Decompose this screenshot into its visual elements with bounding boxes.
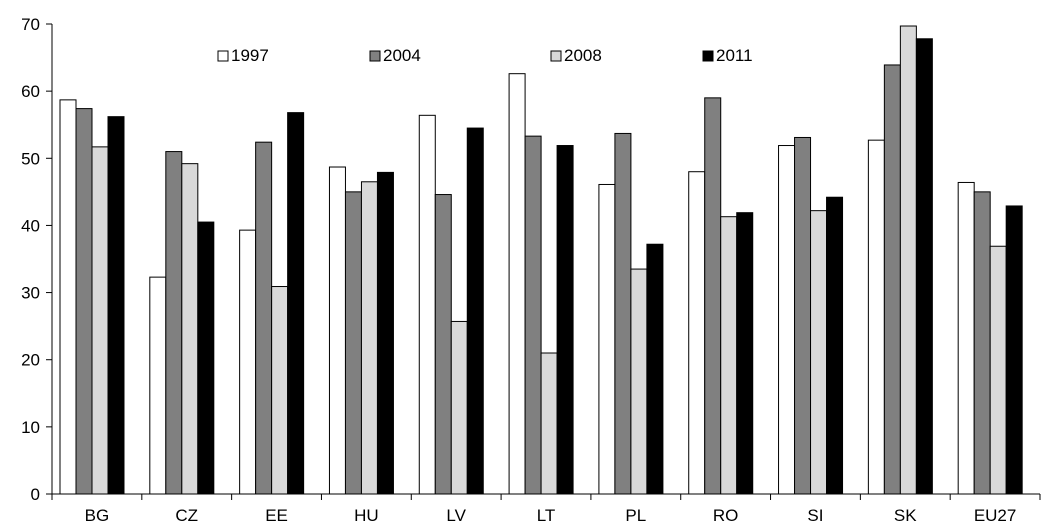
bar-RO-1997	[688, 171, 706, 495]
x-tick-label: CZ	[175, 506, 198, 525]
bar-EU27-2011	[1005, 205, 1023, 495]
bar-CZ-2011	[197, 221, 215, 495]
legend-swatch-2011	[702, 50, 714, 62]
legend-label: 2004	[383, 46, 421, 65]
x-tick-label: SI	[807, 506, 823, 525]
bar-EU27-2004	[973, 191, 991, 495]
bar-CZ-1997	[149, 276, 167, 495]
bar-SK-2008	[899, 25, 917, 495]
bar-LV-2008	[450, 320, 468, 495]
y-tick-label: 0	[31, 485, 40, 504]
bar-LV-2004	[434, 194, 452, 495]
bar-BG-2011	[107, 116, 125, 495]
bar-CZ-2008	[181, 163, 199, 495]
bar-HU-2008	[360, 181, 378, 495]
bar-HU-1997	[328, 166, 346, 495]
x-tick-label: LV	[446, 506, 466, 525]
bar-LT-2008	[540, 352, 558, 495]
bar-HU-2004	[344, 191, 362, 495]
bar-RO-2011	[736, 212, 754, 495]
x-tick-label: HU	[354, 506, 379, 525]
y-tick-label: 50	[21, 149, 40, 168]
bar-EE-2008	[271, 286, 289, 495]
bar-EE-2004	[255, 141, 273, 495]
bar-SI-1997	[778, 145, 796, 495]
x-tick-label: EU27	[974, 506, 1017, 525]
bar-SI-2004	[794, 136, 812, 495]
y-tick-label: 40	[21, 216, 40, 235]
bar-EE-1997	[239, 229, 257, 495]
y-tick-label: 70	[21, 15, 40, 34]
bar-PL-1997	[598, 183, 616, 495]
x-tick-label: EE	[265, 506, 288, 525]
bar-RO-2004	[704, 97, 722, 495]
legend-label: 2011	[716, 46, 753, 65]
bar-EE-2011	[287, 112, 305, 495]
bar-RO-2008	[720, 216, 738, 495]
legend-swatch-2008	[550, 50, 562, 62]
bar-BG-2004	[75, 108, 93, 495]
bar-LT-1997	[508, 73, 526, 495]
x-tick-label: PL	[625, 506, 646, 525]
legend-swatch-1997	[217, 50, 229, 62]
bar-LV-1997	[418, 114, 436, 495]
bar-BG-1997	[59, 99, 77, 495]
legend-label: 1997	[231, 46, 269, 65]
legend-label: 2008	[564, 46, 602, 65]
x-tick-label: LT	[537, 506, 556, 525]
bar-SI-2011	[826, 196, 844, 495]
bar-SK-2011	[915, 38, 933, 495]
y-tick-label: 30	[21, 284, 40, 303]
x-tick-label: RO	[713, 506, 739, 525]
legend-swatch-2004	[369, 50, 381, 62]
bar-HU-2011	[376, 171, 394, 495]
bar-LT-2011	[556, 145, 574, 495]
bar-CZ-2004	[165, 151, 183, 495]
x-tick-label: SK	[894, 506, 917, 525]
bar-LT-2004	[524, 135, 542, 495]
bar-SK-2004	[883, 64, 901, 495]
bar-PL-2008	[630, 268, 648, 495]
y-tick-label: 60	[21, 82, 40, 101]
y-tick-label: 10	[21, 418, 40, 437]
bar-BG-2008	[91, 146, 109, 495]
y-tick-label: 20	[21, 351, 40, 370]
bar-PL-2011	[646, 243, 664, 495]
bar-PL-2004	[614, 132, 632, 495]
bar-EU27-1997	[957, 181, 975, 495]
bar-SI-2008	[810, 210, 828, 495]
bar-SK-1997	[867, 139, 885, 495]
x-tick-label: BG	[85, 506, 110, 525]
bar-EU27-2008	[989, 245, 1007, 495]
bar-LV-2011	[466, 127, 484, 495]
